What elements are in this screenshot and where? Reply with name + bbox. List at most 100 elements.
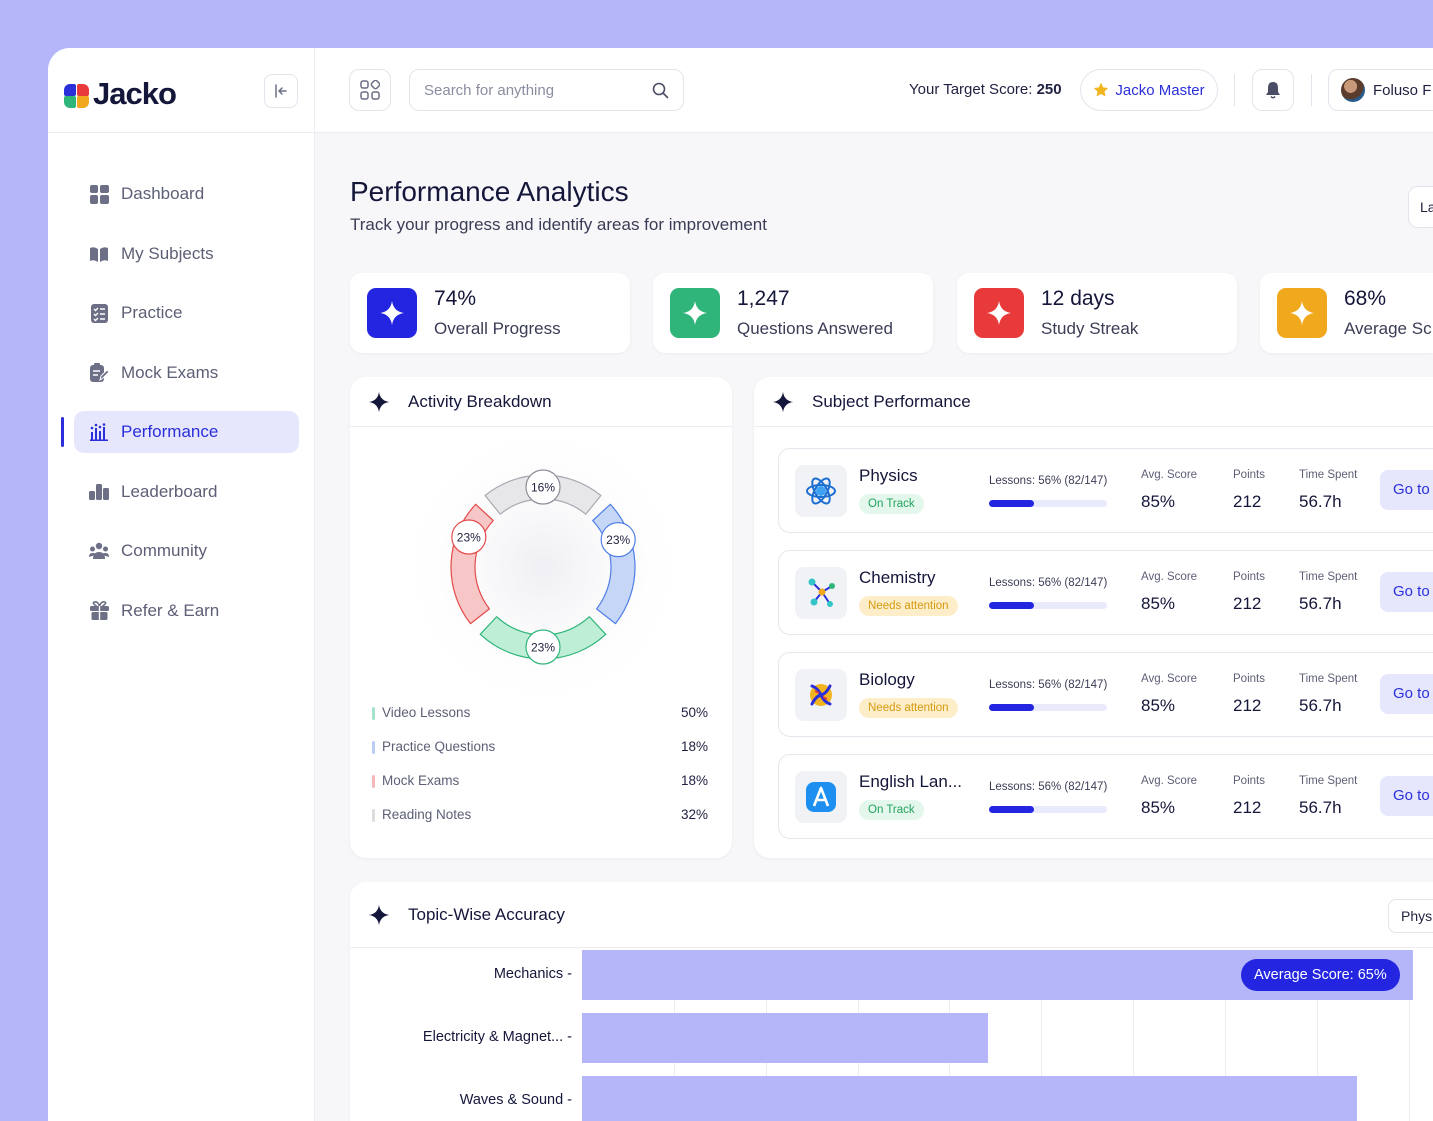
go-to-subject-button[interactable]: Go to <box>1380 776 1433 816</box>
stat-label: Overall Progress <box>434 319 561 338</box>
legend-value: 50% <box>680 705 708 720</box>
card-title: Activity Breakdown <box>408 391 552 411</box>
time-spent-value: 56.7h <box>1299 798 1342 817</box>
logo-mark-icon <box>64 81 91 108</box>
avg-score-value: 85% <box>1141 492 1176 511</box>
topbar-divider <box>1234 74 1235 106</box>
subject-filter-dropdown[interactable]: Phys <box>1388 899 1433 933</box>
brand-name: Jacko <box>93 76 177 111</box>
points-value: 212 <box>1233 696 1262 715</box>
subject-row-english[interactable]: English Lan... On Track Lessons: 56% (82… <box>778 754 1433 839</box>
go-to-subject-button[interactable]: Go to <box>1380 572 1433 612</box>
target-score: Your Target Score: 250 <box>909 81 1062 98</box>
legend-value: 18% <box>680 773 708 788</box>
rank-badge[interactable]: Jacko Master <box>1080 69 1218 111</box>
chart-gridline <box>1409 1000 1410 1121</box>
legend-item: Video Lessons 50% <box>372 705 708 739</box>
chart-gridline <box>1317 1000 1318 1121</box>
legend-swatch <box>372 741 375 754</box>
sparkle-icon <box>670 288 720 338</box>
stat-card-progress: 74% Overall Progress <box>350 273 630 353</box>
card-title: Subject Performance <box>812 391 971 411</box>
lessons-progress-bar <box>989 500 1107 507</box>
sidebar: Jacko Dashboard My Subjects <box>48 48 315 1121</box>
bar-category-label: Electricity & Magnet... - <box>422 1029 572 1045</box>
sidebar-item-label: Refer & Earn <box>121 600 220 620</box>
user-menu[interactable]: Foluso F <box>1328 69 1433 111</box>
lessons-progress-label: Lessons: 56% (82/147) <box>989 781 1108 793</box>
sidebar-item-label: Performance <box>121 422 219 441</box>
bar-waves-sound[interactable] <box>582 1076 1357 1121</box>
chart-gridline <box>1133 1000 1134 1121</box>
collapse-sidebar-button[interactable] <box>264 74 298 108</box>
sidebar-item-refer-earn[interactable]: Refer & Earn <box>74 590 299 632</box>
avatar <box>1341 78 1365 102</box>
status-badge: Needs attention <box>859 596 958 616</box>
sidebar-item-my-subjects[interactable]: My Subjects <box>74 233 299 275</box>
apps-button[interactable] <box>349 69 391 111</box>
page-title: Performance Analytics <box>350 176 629 207</box>
sparkle-icon <box>772 391 794 412</box>
exam-icon <box>89 363 109 383</box>
topic-bar-chart: Mechanics - Electricity & Magnet... - Wave… <box>423 950 1422 1121</box>
notifications-button[interactable] <box>1252 69 1294 111</box>
subject-row-chemistry[interactable]: Chemistry Needs attention Lessons: 56% (… <box>778 550 1433 635</box>
logo-row: Jacko <box>48 48 314 133</box>
time-spent-label: Time Spent <box>1299 673 1358 685</box>
bar-category-label: Mechanics - <box>493 966 572 982</box>
stat-label: Questions Answered <box>737 319 893 338</box>
stat-value: 68% <box>1344 287 1387 310</box>
sidebar-item-mock-exams[interactable]: Mock Exams <box>74 352 299 394</box>
lessons-progress-fill <box>989 704 1034 711</box>
sidebar-item-label: Leaderboard <box>121 481 218 501</box>
donut-label: 23% <box>531 641 555 655</box>
go-to-subject-button[interactable]: Go to <box>1380 470 1433 510</box>
sidebar-item-dashboard[interactable]: Dashboard <box>74 173 299 215</box>
sidebar-item-leaderboard[interactable]: Leaderboard <box>74 471 299 513</box>
sparkle-icon <box>368 904 390 925</box>
donut-labels: 16% 23% 23% 23% <box>451 469 636 665</box>
date-range-dropdown[interactable]: La <box>1408 186 1433 228</box>
activity-breakdown-card: Activity Breakdown 16% 23% 23% 23% Video Le… <box>350 377 732 858</box>
dashboard-icon <box>89 184 109 204</box>
subject-row-biology[interactable]: Biology Needs attention Lessons: 56% (82… <box>778 652 1433 737</box>
legend-label: Video Lessons <box>382 705 471 720</box>
stat-value: 1,247 <box>737 287 790 310</box>
sidebar-item-community[interactable]: Community <box>74 530 299 572</box>
stat-label: Study Streak <box>1041 319 1139 338</box>
logo[interactable]: Jacko <box>64 76 177 112</box>
status-badge: Needs attention <box>859 698 958 718</box>
legend-label: Reading Notes <box>382 807 472 822</box>
subject-name: Chemistry <box>859 568 936 587</box>
avg-score-label: Avg. Score <box>1141 469 1198 481</box>
chart-gridline <box>1225 1000 1226 1121</box>
topbar-divider <box>1311 74 1312 106</box>
go-to-subject-button[interactable]: Go to <box>1380 674 1433 714</box>
time-spent-label: Time Spent <box>1299 469 1358 481</box>
points-value: 212 <box>1233 798 1262 817</box>
search-input[interactable]: Search for anything <box>409 69 684 111</box>
avg-score-value: 85% <box>1141 696 1176 715</box>
subject-name: Physics <box>859 466 918 485</box>
subject-row-physics[interactable]: Physics On Track Lessons: 56% (82/147) A… <box>778 448 1433 533</box>
legend-swatch <box>372 809 375 822</box>
page-subtitle: Track your progress and identify areas f… <box>350 215 767 234</box>
legend-item: Mock Exams 18% <box>372 773 708 807</box>
status-badge: On Track <box>859 494 924 514</box>
sidebar-item-label: Mock Exams <box>121 362 219 382</box>
points-label: Points <box>1233 673 1265 685</box>
time-spent-value: 56.7h <box>1299 696 1342 715</box>
sparkle-icon <box>368 391 390 412</box>
sidebar-item-practice[interactable]: Practice <box>74 292 299 334</box>
time-spent-label: Time Spent <box>1299 775 1358 787</box>
card-title: Topic-Wise Accuracy <box>408 904 565 924</box>
donut-label: 23% <box>606 533 630 547</box>
bar-electricity-magnet-[interactable] <box>582 1013 988 1063</box>
lessons-progress-fill <box>989 500 1034 507</box>
time-spent-value: 56.7h <box>1299 492 1342 511</box>
stat-card-streak: 12 days Study Streak <box>957 273 1237 353</box>
lessons-progress-fill <box>989 806 1034 813</box>
sidebar-item-label: My Subjects <box>121 243 214 263</box>
sidebar-item-performance[interactable]: Performance <box>61 411 299 453</box>
donut-label: 23% <box>457 531 481 545</box>
